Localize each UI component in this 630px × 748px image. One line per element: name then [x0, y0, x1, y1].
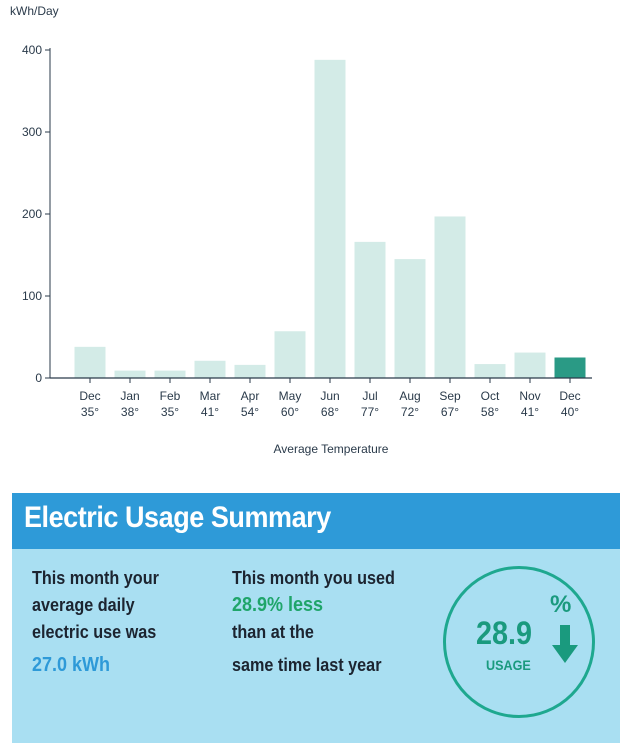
- badge-value: 28.9: [476, 615, 533, 651]
- x-tick-label: Oct: [481, 389, 500, 403]
- bar-feb-2: [154, 370, 186, 378]
- badge-label: USAGE: [486, 657, 531, 673]
- temperature-label: 67°: [441, 405, 459, 419]
- bar-jun-6: [314, 59, 346, 379]
- down-arrow-icon: [552, 625, 578, 663]
- comparison-line-1: This month you used: [232, 568, 395, 588]
- daily-use-line-3: electric use was: [32, 622, 157, 642]
- badge-percent: %: [550, 591, 572, 618]
- bar-oct-10: [474, 364, 506, 378]
- bar-sep-9: [434, 216, 466, 378]
- x-tick-label: Nov: [519, 389, 540, 403]
- summary-header: Electric Usage Summary: [12, 493, 620, 549]
- bar-may-5: [274, 331, 306, 378]
- temperature-label: 77°: [361, 405, 379, 419]
- x-tick-label: May: [279, 389, 302, 403]
- x-axis-label: Average Temperature: [274, 442, 389, 456]
- temperature-label: 68°: [321, 405, 339, 419]
- temperature-label: 54°: [241, 405, 259, 419]
- x-tick-label: Aug: [399, 389, 420, 403]
- bar-chart-svg: kWh/Day 0 100 200 300 400 Dec 35° Jan 38° Feb 35° Ma…: [10, 4, 592, 456]
- x-tick-label: Dec: [559, 389, 580, 403]
- x-tick-label: Mar: [200, 389, 221, 403]
- y-axis-label: kWh/Day: [10, 4, 59, 18]
- temperature-label: 58°: [481, 405, 499, 419]
- temperature-label: 35°: [161, 405, 179, 419]
- y-tick-label: 300: [22, 125, 42, 139]
- bar-mar-3: [194, 360, 226, 378]
- x-tick-label: Apr: [241, 389, 260, 403]
- daily-use-text: This month your average daily electric u…: [32, 565, 159, 679]
- temperature-label: 35°: [81, 405, 99, 419]
- bar-apr-4: [234, 364, 266, 378]
- x-tick-label: Jul: [362, 389, 377, 403]
- x-tick-label: Feb: [160, 389, 181, 403]
- usage-chart: kWh/Day 0 100 200 300 400 Dec 35° Jan 38° Feb 35° Ma…: [10, 4, 592, 456]
- temperature-label: 40°: [561, 405, 579, 419]
- bar-dec-12: [554, 357, 586, 378]
- y-tick-label: 0: [35, 371, 42, 385]
- x-tick-label: Jan: [120, 389, 139, 403]
- y-tick-label: 200: [22, 207, 42, 221]
- summary-title: Electric Usage Summary: [24, 501, 331, 534]
- daily-use-value: 27.0 kWh: [32, 654, 111, 676]
- y-tick-label: 100: [22, 289, 42, 303]
- x-tick-label: Sep: [439, 389, 461, 403]
- temperature-label: 72°: [401, 405, 419, 419]
- comparison-text: This month you used 28.9% less than at t…: [232, 565, 395, 679]
- temperature-label: 41°: [201, 405, 219, 419]
- x-tick-label: Dec: [79, 389, 100, 403]
- bar-dec-0: [74, 346, 106, 378]
- usage-summary-panel: Electric Usage Summary This month your a…: [12, 493, 620, 743]
- bar-jul-7: [354, 241, 386, 378]
- bar-jan-1: [114, 370, 146, 378]
- comparison-line-2: than at the: [232, 622, 314, 642]
- comparison-value: 28.9% less: [232, 594, 324, 616]
- temperature-label: 60°: [281, 405, 299, 419]
- bar-nov-11: [514, 352, 546, 378]
- temperature-label: 38°: [121, 405, 139, 419]
- bar-aug-8: [394, 259, 426, 378]
- daily-use-line-2: average daily: [32, 595, 135, 615]
- usage-badge: 28.9 % USAGE: [443, 566, 595, 718]
- temperature-label: 41°: [521, 405, 539, 419]
- y-tick-label: 400: [22, 43, 42, 57]
- daily-use-line-1: This month your: [32, 568, 159, 588]
- x-tick-label: Jun: [320, 389, 339, 403]
- comparison-line-3: same time last year: [232, 655, 382, 675]
